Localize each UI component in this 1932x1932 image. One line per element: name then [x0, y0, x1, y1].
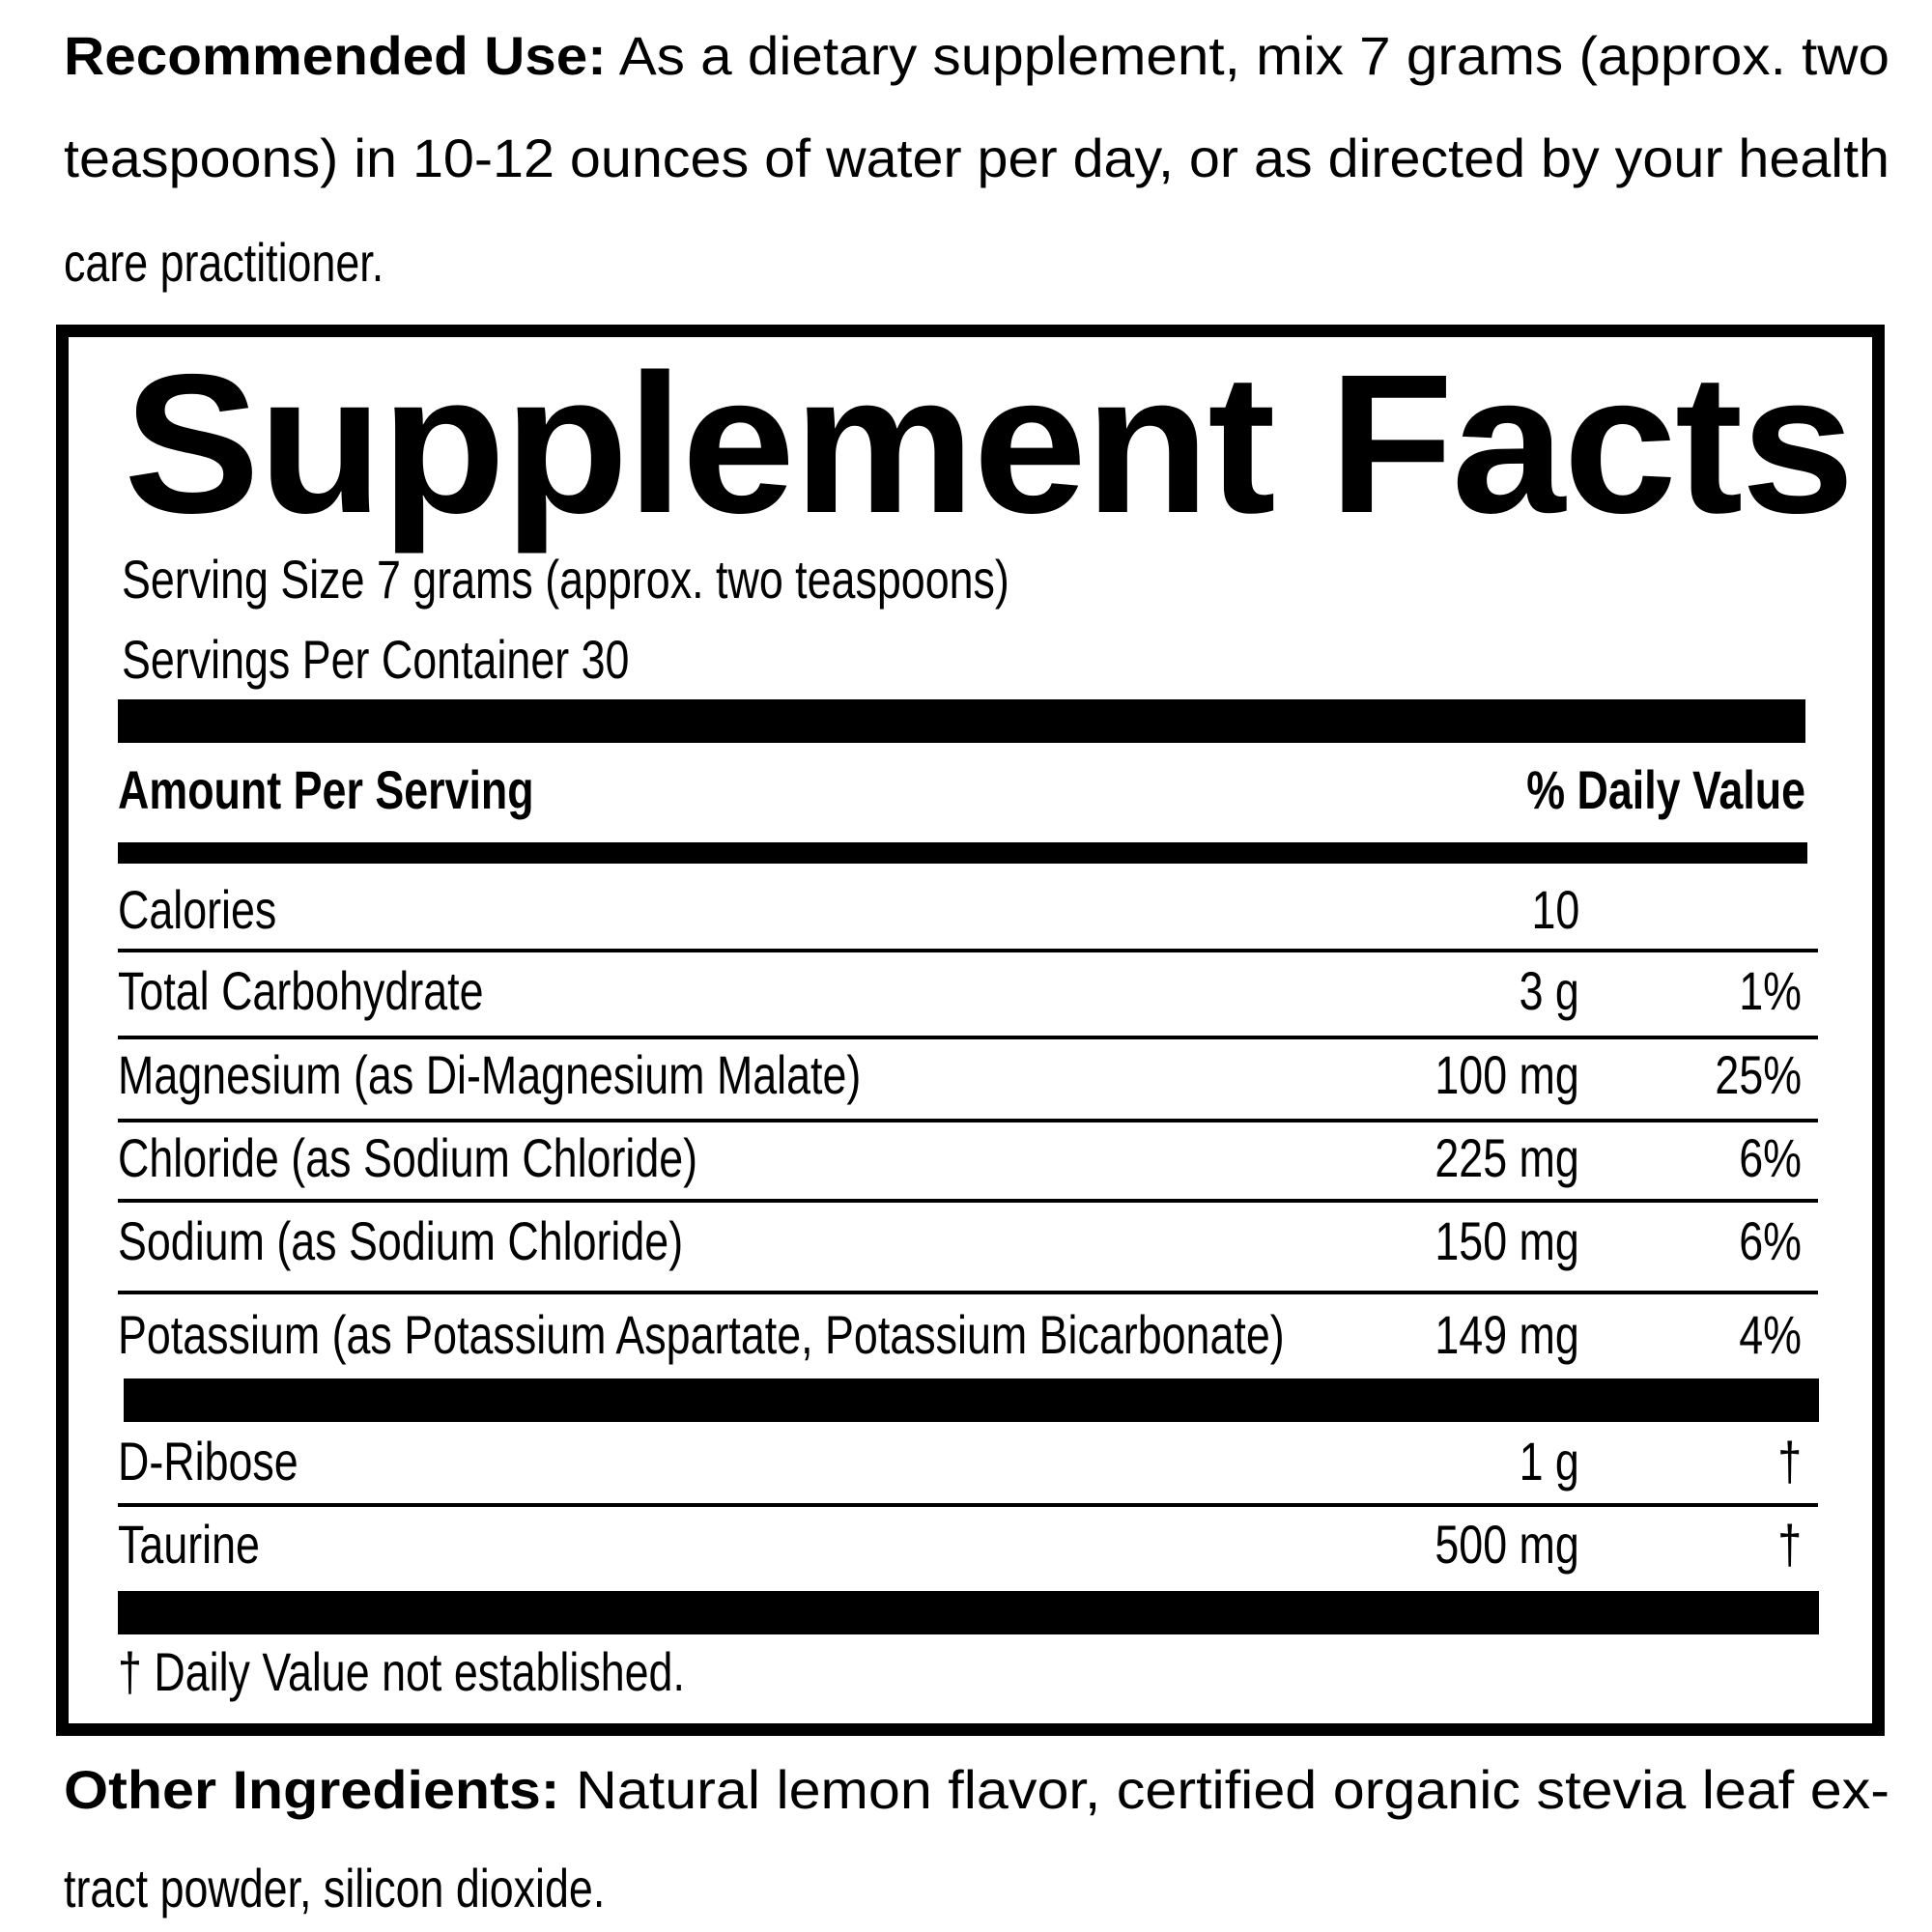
- nutrient-name: Magnesium (as Di-Magnesium Malate): [118, 1044, 862, 1105]
- nutrient-name: Total Carbohydrate: [118, 960, 484, 1021]
- nutrient-name: Sodium (as Sodium Chloride): [118, 1210, 684, 1271]
- nutrient-amount: 1 g: [1519, 1431, 1579, 1492]
- row-divider: [118, 949, 1818, 952]
- recommended-use-line-1: Recommended Use: As a dietary supplement…: [64, 25, 1889, 86]
- row-divider: [118, 1503, 1818, 1507]
- nutrient-daily-value: †: [1777, 1514, 1802, 1575]
- supplement-facts-title: Supplement Facts: [124, 333, 1855, 554]
- other-ingredients-label: Other Ingredients:: [64, 1759, 560, 1820]
- nutrient-amount: 3 g: [1519, 960, 1579, 1021]
- nutrient-amount: 150 mg: [1435, 1210, 1579, 1271]
- thick-divider: [118, 699, 1805, 743]
- nutrient-daily-value: †: [1777, 1431, 1802, 1492]
- nutrient-name: Taurine: [118, 1514, 260, 1575]
- serving-size: Serving Size 7 grams (approx. two teaspo…: [122, 549, 1009, 610]
- row-divider: [118, 1036, 1818, 1039]
- nutrient-amount: 100 mg: [1435, 1044, 1579, 1105]
- nutrient-daily-value: 4%: [1739, 1304, 1802, 1365]
- recommended-use-label: Recommended Use:: [64, 25, 607, 86]
- servings-per-container: Servings Per Container 30: [122, 629, 630, 690]
- nutrient-amount: 10: [1531, 879, 1579, 940]
- nutrient-name: Potassium (as Potassium Aspartate, Potas…: [118, 1304, 1285, 1365]
- nutrient-amount: 225 mg: [1435, 1127, 1579, 1188]
- recommended-use-line-3: care practitioner.: [64, 232, 384, 293]
- header-amount-per-serving: Amount Per Serving: [118, 759, 534, 820]
- nutrient-name: Chloride (as Sodium Chloride): [118, 1127, 698, 1188]
- thick-divider: [118, 1591, 1819, 1634]
- row-divider: [118, 1291, 1818, 1294]
- nutrient-daily-value: 6%: [1739, 1210, 1802, 1271]
- row-divider: [118, 1119, 1818, 1122]
- nutrient-daily-value: 1%: [1739, 960, 1802, 1021]
- nutrient-daily-value: 6%: [1739, 1127, 1802, 1188]
- nutrient-amount: 500 mg: [1435, 1514, 1579, 1575]
- footnote: † Daily Value not established.: [118, 1641, 685, 1702]
- nutrient-amount: 149 mg: [1435, 1304, 1579, 1365]
- recommended-use-line-2: teaspoons) in 10-12 ounces of water per …: [64, 128, 1889, 188]
- nutrient-daily-value: 25%: [1715, 1044, 1802, 1105]
- nutrient-name: D-Ribose: [118, 1431, 298, 1492]
- other-ingredients-line-1: Other Ingredients: Natural lemon flavor,…: [64, 1759, 1889, 1820]
- medium-divider: [118, 842, 1807, 864]
- nutrient-name: Calories: [118, 879, 277, 940]
- header-daily-value: % Daily Value: [1526, 759, 1805, 820]
- row-divider: [118, 1199, 1818, 1203]
- supplement-facts-panel: [56, 325, 1885, 1736]
- thick-divider: [124, 1378, 1819, 1422]
- other-ingredients-line-2: tract powder, silicon dioxide.: [64, 1858, 606, 1918]
